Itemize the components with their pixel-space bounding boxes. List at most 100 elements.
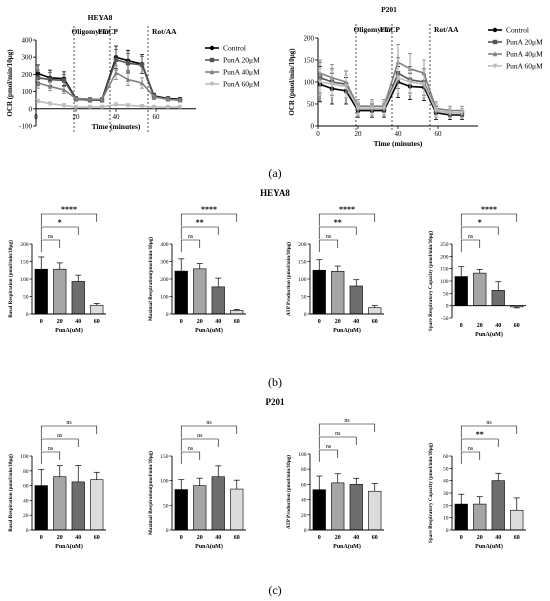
- legend-marker: [492, 27, 498, 33]
- panel-label-c: (c): [268, 583, 281, 597]
- y-tick-label: 300: [22, 54, 33, 62]
- bar: [34, 485, 48, 531]
- series-line: [319, 61, 462, 112]
- y-tick-label: -50: [441, 316, 449, 322]
- series-pun40: [35, 65, 183, 103]
- bar: [473, 272, 487, 306]
- y-tick-label: 50: [307, 101, 315, 109]
- x-axis-label: PunA(uM): [333, 543, 361, 550]
- data-point: [447, 110, 453, 116]
- y-tick-label: 100: [20, 277, 29, 283]
- data-point: [395, 75, 401, 81]
- y-tick-label: 20: [23, 513, 29, 519]
- y-axis-label: OCR (pmol/min/10μg): [6, 49, 14, 117]
- x-tick-label: 60: [153, 113, 161, 121]
- significance-label: ns: [188, 446, 194, 452]
- bar: [71, 281, 85, 315]
- significance-bracket: [180, 226, 219, 239]
- y-axis-label: ATP Production (pmol/min/10μg): [285, 242, 292, 316]
- injection-label: Rot/AA: [152, 27, 177, 36]
- y-tick-label: 150: [20, 260, 29, 266]
- bar-chart-p201-basal: 0 20 40 60 80 100 0 20 40 60 PunA(uM) Basal Respira…: [7, 420, 106, 550]
- y-tick-label: 0: [304, 312, 307, 318]
- y-tick-label: 300: [160, 260, 169, 266]
- x-tick-label: 40: [215, 319, 221, 325]
- data-point: [87, 104, 93, 110]
- x-tick-label: 20: [335, 319, 341, 325]
- data-point: [177, 104, 183, 110]
- x-tick-label: 40: [113, 113, 121, 121]
- injection-label: Oligomycin: [71, 27, 109, 36]
- data-point: [61, 103, 67, 109]
- y-tick-label: 50: [443, 466, 449, 472]
- x-axis-label: PunA(uM): [195, 327, 223, 334]
- y-tick-label: 100: [22, 88, 33, 96]
- bar: [71, 481, 85, 531]
- bar: [174, 270, 188, 315]
- x-axis-label: PunA(uM): [475, 331, 503, 338]
- significance-label: **: [196, 218, 204, 227]
- x-tick-label: 0: [460, 323, 463, 329]
- bar-chart-p201-maximal: 0 50 100 150 0 20 40 60 PunA(uM) Maximal Respirat…: [147, 420, 246, 550]
- data-point: [113, 69, 119, 75]
- data-point: [165, 104, 171, 110]
- x-tick-label: 0: [180, 319, 183, 325]
- significance-label: ****: [481, 205, 497, 214]
- x-tick-label: 0: [318, 535, 321, 541]
- significance-bracket: [40, 425, 98, 438]
- y-tick-label: 30: [443, 491, 449, 497]
- bar: [230, 488, 244, 531]
- data-point: [139, 80, 145, 86]
- y-tick-label: 0: [29, 105, 33, 113]
- data-point: [47, 101, 53, 107]
- legend-label: Control: [223, 44, 246, 53]
- x-tick-label: 40: [495, 323, 501, 329]
- y-axis-label: Spare Respiratory Capacity (pmol/min/10μ…: [427, 231, 434, 331]
- data-point: [87, 96, 93, 102]
- x-tick-label: 40: [75, 319, 81, 325]
- x-axis-label: PunA(uM): [475, 543, 503, 550]
- y-tick-label: 20: [443, 503, 449, 509]
- significance-label: ns: [468, 234, 474, 240]
- significance-label: ns: [206, 420, 212, 426]
- x-tick-label: 20: [57, 319, 63, 325]
- bar: [349, 285, 363, 315]
- bar-chart-heya8-atp: 0 50 100 150 200 0 20 40 60 PunA(uM) ATP Productio…: [285, 205, 384, 334]
- bar: [211, 286, 225, 315]
- y-tick-label: 80: [23, 469, 29, 475]
- y-tick-label: 60: [301, 482, 307, 488]
- y-tick-label: 200: [22, 71, 33, 79]
- bar: [331, 482, 345, 531]
- y-tick-label: 20: [301, 513, 307, 519]
- panel-label-a: (a): [268, 166, 281, 180]
- data-point: [177, 97, 183, 103]
- data-point: [61, 78, 67, 83]
- y-tick-label: 40: [301, 498, 307, 504]
- data-point: [73, 104, 79, 110]
- significance-bracket: [318, 226, 357, 239]
- data-point: [125, 76, 131, 82]
- bar: [491, 290, 505, 306]
- panel-label-b: (b): [268, 375, 282, 389]
- data-point: [139, 62, 145, 68]
- y-tick-label: 100: [298, 277, 307, 283]
- bar-chart-p201-spare: 0 10 20 30 40 50 60 0 20 40 60 PunA(uM) Spare Respir…: [427, 420, 526, 550]
- x-axis-label: Time (minutes): [92, 122, 141, 131]
- bar-chart-p201-atp: 0 20 40 60 80 100 0 20 40 60 PunA(uM) ATP Productio…: [285, 418, 384, 550]
- bar: [193, 268, 207, 315]
- legend-label: PunA 20μM: [223, 56, 260, 65]
- significance-label: ****: [61, 205, 77, 214]
- significance-bracket: [460, 239, 481, 252]
- y-tick-label: 50: [443, 291, 449, 297]
- x-tick-label: 40: [395, 130, 403, 138]
- x-axis-label: PunA(uM): [333, 327, 361, 334]
- y-tick-label: 40: [23, 498, 29, 504]
- legend-label: PunA 60μM: [223, 80, 260, 89]
- bar: [510, 509, 524, 531]
- series-pun60: [35, 98, 183, 110]
- injection-label: Rot/AA: [434, 25, 459, 34]
- significance-bracket: [318, 213, 376, 226]
- data-point: [35, 80, 41, 86]
